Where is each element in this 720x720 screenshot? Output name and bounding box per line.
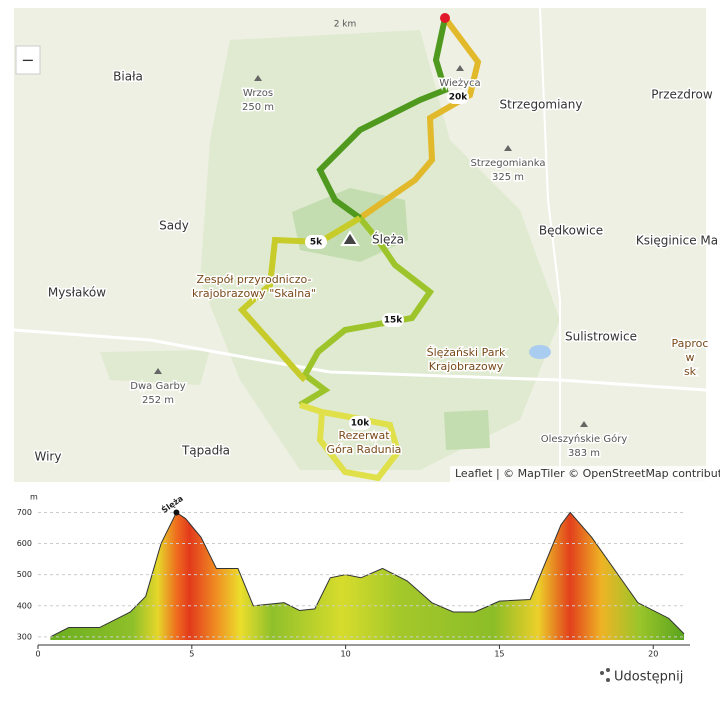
- zoom-out[interactable]: −: [21, 51, 34, 70]
- y-tick-label: 700: [17, 508, 32, 517]
- distance-marker: [382, 313, 404, 327]
- x-tick-label: 5: [189, 650, 194, 659]
- zoom-control[interactable]: [15, 45, 41, 75]
- place-label: Zespół przyrodniczo-: [197, 273, 312, 286]
- place-label: Będkowice: [539, 224, 603, 238]
- place-label: Wiry: [35, 450, 62, 464]
- place-label: Ślęża: [372, 232, 404, 247]
- elevation-area: [50, 512, 685, 640]
- peak-icon: [154, 368, 162, 374]
- place-label: Księginice Ma: [636, 234, 718, 248]
- share-link[interactable]: Udostępnij: [614, 670, 683, 685]
- reserve: [444, 410, 490, 450]
- peak-dot: [173, 509, 180, 516]
- peak-icon: [580, 421, 588, 427]
- place-label: Strzegomiany: [500, 98, 583, 112]
- peak-label: Ślęża: [159, 492, 185, 515]
- road: [539, 7, 561, 480]
- summit-icon: [340, 230, 360, 246]
- distance-label: 15k: [384, 316, 404, 326]
- x-tick-label: 20: [648, 650, 658, 659]
- peak-icon: [456, 65, 464, 71]
- place-label: Biała: [113, 70, 143, 84]
- place-label: Wrzos: [243, 88, 273, 99]
- share[interactable]: Udostępnij: [600, 668, 683, 685]
- place-label: Ślężański Park: [427, 346, 506, 359]
- x-tick-label: 0: [35, 650, 40, 659]
- elevation-line: [50, 511, 685, 638]
- map: − 2 km Leaflet | © MapTiler © OpenStreet…: [13, 7, 720, 482]
- place-label: Strzegomianka: [471, 158, 546, 169]
- distance-label: 20k: [449, 93, 469, 103]
- place-label: 325 m: [492, 172, 524, 183]
- y-tick-label: 500: [17, 570, 32, 579]
- place-label: krajobrazowy "Skalna": [192, 287, 316, 300]
- place-label: Przezdrow: [651, 88, 713, 102]
- place-label: 250 m: [242, 102, 274, 113]
- place-label: Wieżyca: [439, 78, 480, 89]
- y-tick-label: 300: [17, 632, 32, 641]
- place-label: Rezerwat: [338, 429, 390, 442]
- place-label: Tąpadła: [181, 444, 230, 458]
- place-label: Góra Radunia: [327, 443, 402, 456]
- place-label: Sulistrowice: [565, 330, 637, 344]
- place-label: sk: [684, 365, 697, 378]
- peak-icon: [254, 75, 262, 81]
- place-label: 383 m: [568, 448, 600, 459]
- route: [358, 16, 482, 221]
- elevation-chart: m: [30, 493, 690, 646]
- distance-marker: [447, 90, 469, 104]
- lake: [529, 345, 551, 359]
- place-label: Sady: [159, 219, 189, 233]
- y-tick-label: 400: [17, 601, 32, 610]
- place-label: w: [686, 351, 695, 364]
- place-label: Krajobrazowy: [429, 360, 504, 373]
- start-marker: [440, 13, 450, 23]
- place-label: Paproc: [672, 337, 709, 350]
- place-label: Mysłaków: [48, 286, 106, 300]
- place-label: 252 m: [142, 395, 174, 406]
- attribution-bg: [450, 466, 706, 482]
- distance-label: 5k: [310, 238, 323, 248]
- y-tick-label: 600: [17, 539, 32, 548]
- place-label: Oleszyńskie Góry: [541, 433, 628, 445]
- place-label: Dwa Garby: [130, 381, 186, 392]
- route: [298, 216, 435, 408]
- distance-marker: [305, 235, 327, 249]
- route: [316, 17, 449, 221]
- x-tick-label: 15: [494, 650, 504, 659]
- y-unit: m: [30, 493, 38, 502]
- x-tick-label: 10: [341, 650, 351, 659]
- forest: [100, 350, 210, 385]
- distance-label: 10k: [351, 419, 371, 429]
- attribution: Leaflet | © MapTiler © OpenStreetMap con…: [455, 467, 720, 480]
- peak-icon: [504, 145, 512, 151]
- distance-marker: [349, 416, 371, 430]
- scale: 2 km: [334, 20, 357, 30]
